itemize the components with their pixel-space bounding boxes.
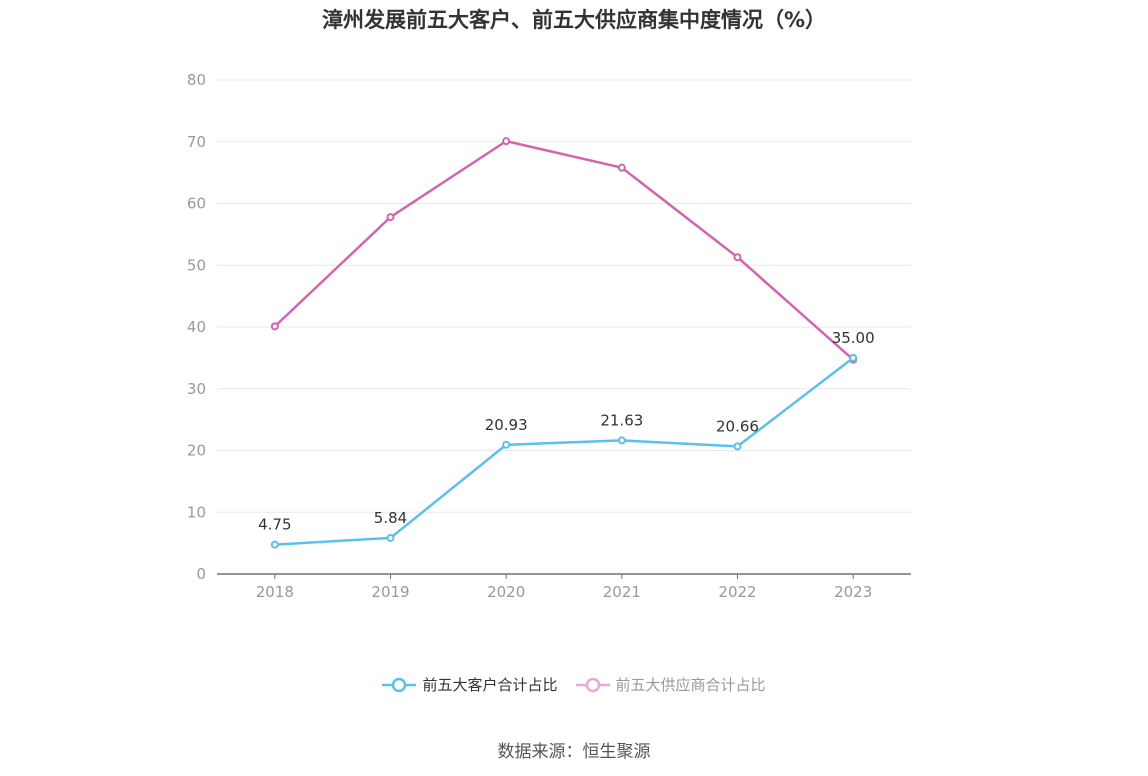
legend-item-customers[interactable]: 前五大客户合计占比 [382, 674, 558, 695]
axes: 0 10 20 30 40 50 60 70 80 2018 2019 2020 2021 2022 202… [187, 71, 911, 601]
data-point [617, 163, 626, 172]
data-point [733, 442, 742, 451]
data-point [386, 213, 395, 222]
y-tick-label: 70 [187, 133, 206, 151]
x-tick-label: 2018 [256, 583, 294, 601]
data-point [386, 533, 395, 542]
data-point [270, 322, 279, 331]
series-line [273, 139, 854, 361]
y-tick-label: 60 [187, 195, 206, 213]
x-tick-label: 2022 [718, 583, 756, 601]
y-tick-label: 30 [187, 380, 206, 398]
data-point [849, 353, 858, 362]
data-label: 4.75 [258, 516, 291, 534]
data-point [502, 440, 511, 449]
grid-lines [217, 79, 911, 513]
x-tick-label: 2021 [603, 583, 641, 601]
y-tick-label: 0 [196, 565, 206, 583]
data-label: 20.66 [716, 417, 759, 435]
data-label: 35.00 [832, 329, 875, 347]
y-tick-label: 10 [187, 503, 206, 521]
x-tick-label: 2019 [371, 583, 409, 601]
legend-item-suppliers[interactable]: 前五大供应商合计占比 [575, 674, 766, 695]
x-tick-label: 2023 [834, 583, 872, 601]
series [270, 137, 858, 549]
legend-label-suppliers: 前五大供应商合计占比 [615, 676, 766, 694]
data-point [502, 137, 511, 146]
data-labels: 4.75 5.84 20.93 21.63 20.66 35.00 [258, 329, 875, 534]
x-tick-label: 2020 [487, 583, 525, 601]
data-source: 数据来源：恒生聚源 [497, 742, 651, 762]
legend-label-customers: 前五大客户合计占比 [422, 676, 558, 694]
data-point [617, 436, 626, 445]
y-tick-label: 50 [187, 256, 206, 274]
y-tick-label: 80 [187, 71, 206, 89]
legend: 前五大客户合计占比 前五大供应商合计占比 [0, 674, 1148, 695]
legend-line-circle-icon [382, 677, 417, 692]
data-label: 20.93 [485, 416, 528, 434]
y-tick-label: 40 [187, 318, 206, 336]
data-label: 5.84 [374, 509, 407, 527]
series-line [274, 356, 854, 546]
data-label: 21.63 [600, 411, 643, 429]
y-tick-label: 20 [187, 442, 206, 460]
data-point [733, 253, 742, 262]
legend-line-circle-icon [575, 677, 610, 692]
data-point [270, 540, 279, 549]
chart-title: 漳州发展前五大客户、前五大供应商集中度情况（%） [321, 8, 827, 32]
